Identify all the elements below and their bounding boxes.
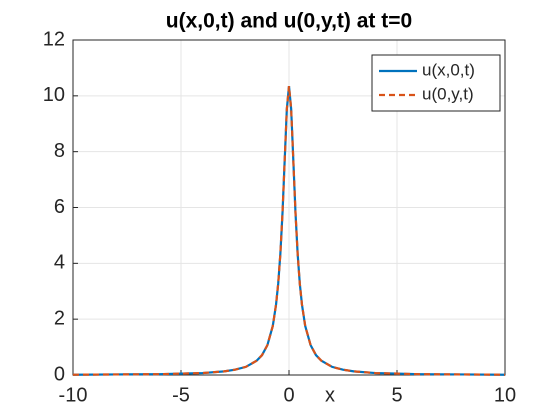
x-tick-label: 5 [391,384,402,406]
x-tick-label: -5 [172,384,190,406]
y-tick-label: 8 [54,140,65,162]
x-tick-label: 10 [494,384,516,406]
y-tick-label: 4 [54,252,65,274]
y-tick-label: 2 [54,307,65,329]
x-tick-label: 0 [283,384,294,406]
x-tick-label: -10 [59,384,88,406]
legend-label: u(0,y,t) [422,84,474,103]
series-line [72,85,506,376]
y-tick-label: 12 [43,28,65,50]
y-tick-label: 6 [54,196,65,218]
y-tick-label: 10 [43,84,65,106]
legend-box [371,54,501,112]
chart-title: u(x,0,t) and u(0,y,t) at t=0 [166,10,412,33]
legend-label: u(x,0,t) [422,60,475,79]
x-axis-label: x [325,384,335,406]
axes-box [72,39,506,376]
y-tick-label: 0 [54,363,65,385]
